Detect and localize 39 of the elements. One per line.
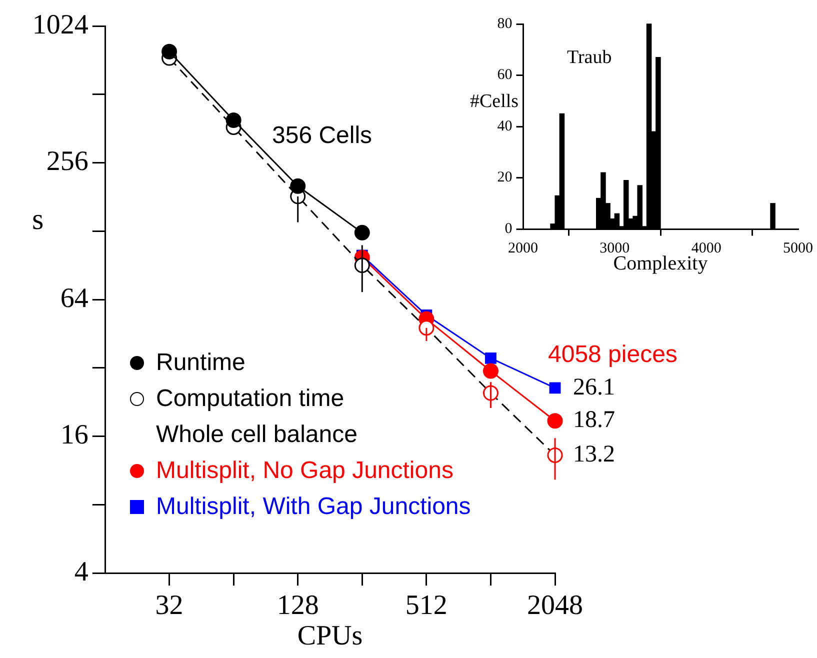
y-tick-label: 40 xyxy=(497,118,512,134)
data-label: 26.1 xyxy=(573,374,615,400)
point xyxy=(485,352,496,364)
point xyxy=(547,413,563,429)
y-tick-label: 80 xyxy=(497,16,512,32)
data-label: 13.2 xyxy=(573,442,615,468)
x-tick-label: 512 xyxy=(405,590,448,621)
x-tick-label: 5000 xyxy=(783,240,813,257)
y-tick-label: 60 xyxy=(497,67,512,84)
point xyxy=(162,44,178,60)
y-tick-label: 256 xyxy=(46,146,88,178)
annotation: 356 Cells xyxy=(272,122,372,149)
point xyxy=(418,320,434,336)
point xyxy=(482,363,498,379)
point xyxy=(549,382,561,394)
legend-label: Multisplit, No Gap Junctions xyxy=(156,456,454,486)
y-axis-title: s xyxy=(32,203,44,236)
x-axis-title: CPUs xyxy=(297,620,363,652)
annotation: Traub xyxy=(567,47,612,68)
legend-label: Multisplit, With Gap Junctions xyxy=(156,492,471,522)
y-axis-title: #Cells xyxy=(470,91,519,112)
legend-label: Runtime xyxy=(156,348,246,378)
point xyxy=(290,178,306,194)
point xyxy=(226,112,242,128)
y-tick-label: 0 xyxy=(504,220,512,237)
annotation: Whole cell balance xyxy=(156,420,358,450)
y-tick-label: 20 xyxy=(497,170,512,186)
x-tick-label: 32 xyxy=(155,590,184,621)
x-tick-label: 128 xyxy=(276,590,319,621)
y-tick-label: 16 xyxy=(60,420,88,451)
data-label: 18.7 xyxy=(573,407,615,434)
y-tick-label: 4 xyxy=(74,556,88,588)
annotation: 4058 pieces xyxy=(548,341,678,368)
point xyxy=(354,224,370,240)
x-tick-label: 2048 xyxy=(527,590,583,621)
y-tick-label: 64 xyxy=(60,282,88,314)
legend-label: Computation time xyxy=(156,384,344,414)
y-tick-label: 1024 xyxy=(32,9,88,40)
x-tick-label: 2000 xyxy=(508,240,538,257)
